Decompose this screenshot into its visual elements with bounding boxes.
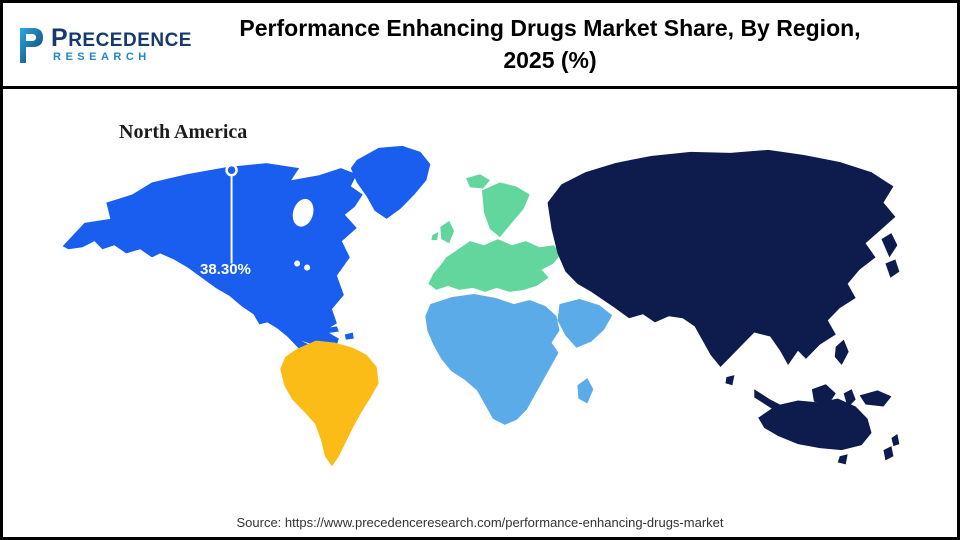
region-north-america-path xyxy=(62,163,363,365)
region-madagascar-path xyxy=(577,378,594,404)
logo-text: PRECEDENCE RESEARCH xyxy=(51,25,192,64)
source-text: Source: https://www.precedenceresearch.c… xyxy=(236,514,724,530)
annotation-region-label: North America xyxy=(119,121,248,143)
region-new-zealand-path xyxy=(883,433,900,461)
world-map-svg xyxy=(62,145,900,467)
chart-title-line2: 2025 (%) xyxy=(503,46,597,73)
region-asia-path xyxy=(547,149,896,367)
logo-subname: RESEARCH xyxy=(53,51,151,64)
annotation-dot xyxy=(225,163,238,177)
region-africa-path xyxy=(425,293,560,425)
region-europe-mainland-path xyxy=(428,239,562,292)
region-scandinavia-path xyxy=(481,182,530,238)
chart-title-line1: Performance Enhancing Drugs Market Share… xyxy=(239,15,861,42)
region-south-america-path xyxy=(280,340,379,467)
region-uk-ireland-path xyxy=(431,220,455,244)
region-australia-path xyxy=(758,398,872,451)
logo-name: PRECEDENCE xyxy=(51,23,192,52)
region-iceland-path xyxy=(466,174,490,189)
caribbean-islands-path xyxy=(322,326,354,340)
region-tasmania-path xyxy=(837,454,848,465)
region-arabia-path xyxy=(557,299,613,348)
region-greenland-path xyxy=(350,145,431,219)
region-sri-lanka-path xyxy=(725,375,735,386)
great-lakes-water xyxy=(294,260,301,267)
region-japan-path xyxy=(881,233,900,278)
chart-header: PRECEDENCE RESEARCH Performance Enhancin… xyxy=(3,3,957,89)
logo-icon xyxy=(20,27,43,63)
hudson-bay-water xyxy=(292,198,314,227)
world-map: North America 38.30% xyxy=(3,89,957,507)
annotation-value-label: 38.30% xyxy=(200,261,251,278)
logo: PRECEDENCE RESEARCH xyxy=(3,25,192,65)
chart-title: Performance Enhancing Drugs Market Share… xyxy=(173,13,957,75)
chart-footer: Source: https://www.precedenceresearch.c… xyxy=(3,507,957,537)
great-lakes-water-2 xyxy=(304,264,311,271)
